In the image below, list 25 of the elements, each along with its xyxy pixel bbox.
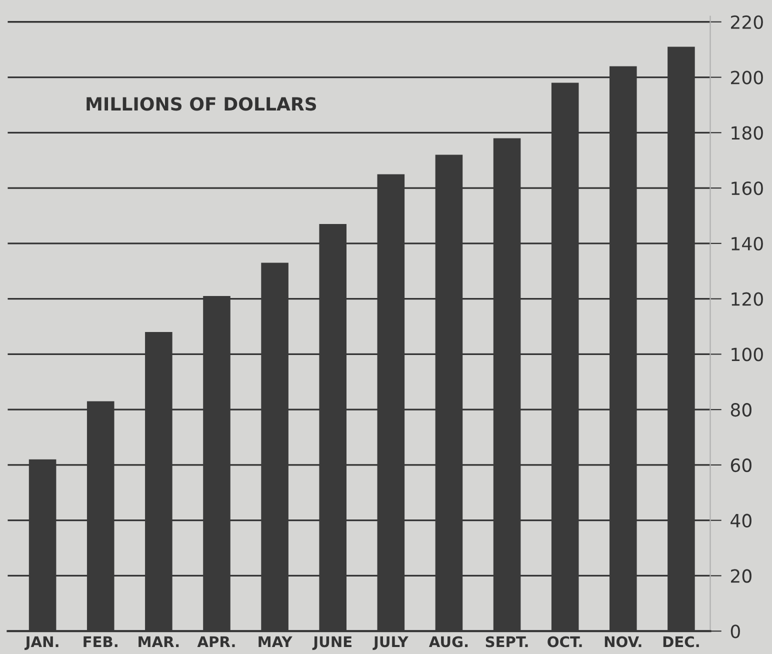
y-tick-label: 160 xyxy=(732,182,763,196)
y-tick-label: 140 xyxy=(732,236,763,251)
y-tick-label: 40 xyxy=(730,514,752,528)
y-tick-label: 20 xyxy=(731,569,752,583)
x-tick-label: MAY xyxy=(258,636,292,648)
x-tick-label: NOV. xyxy=(604,636,642,648)
y-tick-label: 100 xyxy=(732,348,763,362)
x-tick-label: FEB. xyxy=(84,636,118,648)
x-tick-label: JAN. xyxy=(24,636,58,650)
y-tick-label: 80 xyxy=(730,403,752,417)
x-tick-label: DEC. xyxy=(663,636,699,648)
y-axis-title: MILLIONS OF DOLLARS xyxy=(86,97,316,111)
x-tick-label: JULY xyxy=(372,636,408,650)
x-tick-label: JUNE xyxy=(312,636,352,650)
x-tick-label: MAR. xyxy=(138,636,179,648)
y-tick-label: 220 xyxy=(731,15,763,30)
y-tick-label: 120 xyxy=(732,292,763,306)
y-tick-label: 200 xyxy=(731,70,763,84)
y-tick-label: 60 xyxy=(730,458,752,472)
y-tick-label: 0 xyxy=(730,624,740,638)
y-tick-label: 180 xyxy=(732,126,763,140)
x-tick-label: OCT. xyxy=(548,636,582,648)
x-tick-label: SEPT. xyxy=(486,636,528,648)
x-tick-label: APR. xyxy=(197,636,235,648)
x-tick-label: AUG. xyxy=(428,636,468,648)
